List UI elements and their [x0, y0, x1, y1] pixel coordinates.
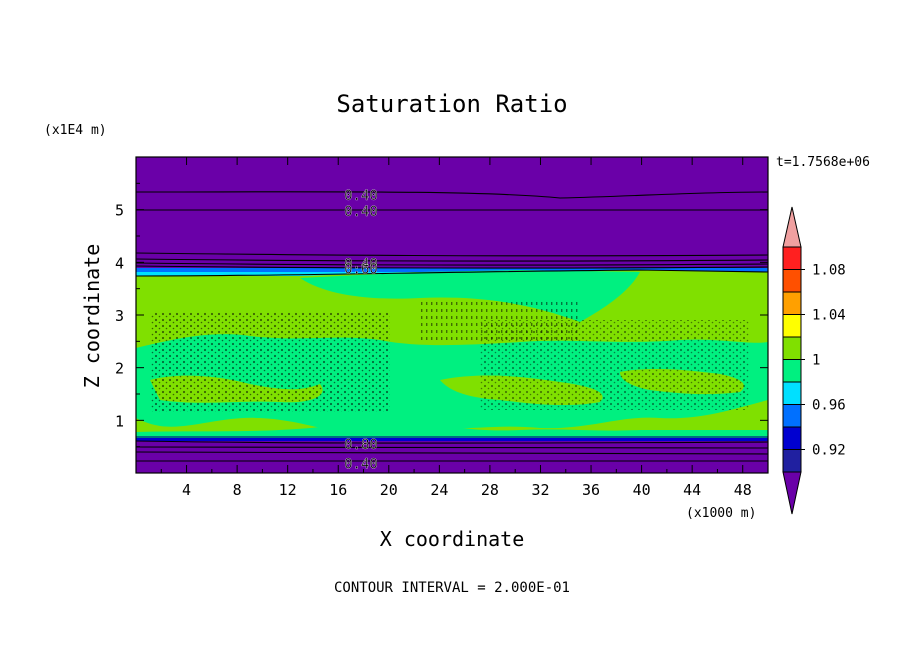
x-tick-label: 48 [734, 481, 752, 499]
colorbar-segment [782, 449, 802, 473]
noise-zone-1 [150, 312, 390, 412]
x-tick-label: 40 [633, 481, 651, 499]
y-tick-label: 3 [115, 307, 124, 325]
noise-zone-3 [480, 320, 750, 410]
colorbar-label: 0.92 [812, 443, 846, 459]
contour-label: 0.60 [344, 262, 378, 278]
colorbar-segment [782, 381, 802, 405]
contour-label: 0.40 [344, 457, 378, 473]
x-axis: 4 8 12 16 20 24 28 32 36 40 44 48 [160, 157, 752, 499]
colorbar-segment [782, 291, 802, 315]
region-near-saturation-bottom [136, 413, 768, 437]
x-tick-label: 20 [380, 481, 398, 499]
y-tick-label: 2 [115, 360, 124, 378]
colorbar-label: 1 [812, 353, 820, 369]
colorbar-segment [782, 426, 802, 450]
colorbar-segment [782, 269, 802, 293]
colorbar-segment [782, 314, 802, 338]
colorbar-label: 0.96 [812, 398, 846, 414]
y-tick-label: 1 [115, 412, 124, 430]
time-label: t=1.7568e+06 [776, 155, 870, 170]
colorbar-segment [782, 359, 802, 383]
contour-label: 0.80 [344, 437, 378, 453]
colorbar-bottom-arrow [782, 471, 802, 515]
y-axis: 1 2 3 4 5 [115, 182, 768, 448]
colorbar-top-arrow [782, 206, 802, 248]
x-tick-label: 16 [329, 481, 347, 499]
x-tick-label: 32 [531, 481, 549, 499]
plot-area: 0.400.400.400.600.800.40 [136, 157, 768, 473]
contour-label: 0.40 [344, 204, 378, 220]
x-tick-label: 28 [481, 481, 499, 499]
colorbar-label: 1.08 [812, 263, 846, 279]
chart-title: Saturation Ratio [336, 90, 567, 118]
y-tick-label: 4 [115, 254, 124, 272]
x-axis-label: X coordinate [380, 527, 525, 551]
x-unit-label: (x1000 m) [686, 506, 756, 521]
colorbar-segment [782, 404, 802, 428]
colorbar: 1.08 1.04 1 0.96 0.92 [782, 206, 846, 515]
x-tick-label: 24 [430, 481, 448, 499]
colorbar-label: 1.04 [812, 308, 846, 324]
x-tick-label: 4 [182, 481, 191, 499]
contour-labels: 0.400.400.400.600.800.40 [344, 188, 378, 473]
x-tick-label: 36 [582, 481, 600, 499]
x-tick-label: 44 [683, 481, 701, 499]
x-tick-label: 8 [233, 481, 242, 499]
colorbar-segment [782, 246, 802, 270]
y-axis-label: Z coordinate [80, 244, 104, 389]
contour-interval-footer: CONTOUR INTERVAL = 2.000E-01 [334, 580, 570, 596]
contour-label: 0.40 [344, 188, 378, 204]
y-tick-label: 5 [115, 202, 124, 220]
colorbar-segment [782, 336, 802, 360]
y-unit-label: (x1E4 m) [44, 123, 107, 138]
x-tick-label: 12 [279, 481, 297, 499]
contour-label: 0.40 [344, 256, 378, 272]
region-transition-bottom-blue [136, 438, 768, 441]
